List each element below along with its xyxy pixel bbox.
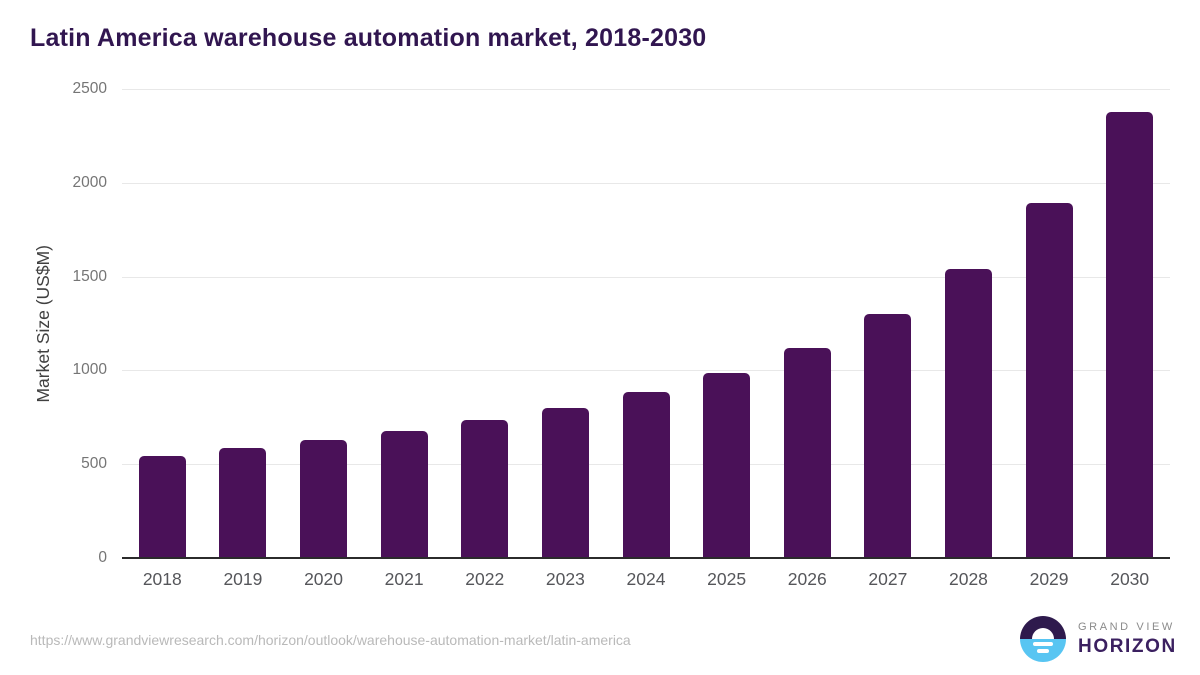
x-tick-label-2018: 2018: [142, 569, 182, 589]
x-tick-label-2026: 2026: [787, 569, 827, 589]
bar-2030: [1106, 111, 1154, 558]
brand-name-bottom: HORIZON: [1078, 635, 1177, 657]
x-tick-label-2030: 2030: [1110, 569, 1150, 589]
y-axis-title-text: Market Size (US$M): [32, 244, 53, 403]
grand-view-horizon-logo: GRAND VIEW HORIZON: [1020, 616, 1177, 662]
bar-2024: [622, 391, 670, 558]
gridline-2000: [122, 182, 1170, 184]
x-tick-label-2027: 2027: [868, 569, 908, 589]
x-tick-label-2028: 2028: [948, 569, 988, 589]
sun-arch-shape: [1032, 628, 1054, 639]
bar-2028: [944, 269, 992, 558]
horizon-sun-icon: [1020, 616, 1066, 662]
x-tick-label-2024: 2024: [626, 569, 666, 589]
y-axis-title: Market Size (US$M): [28, 89, 58, 558]
reflection-line-1: [1033, 642, 1053, 646]
x-tick-label-2020: 2020: [304, 569, 343, 589]
bar-2021: [380, 431, 428, 558]
bar-2018: [138, 455, 186, 558]
y-tick-label-2500: 2500: [72, 80, 107, 97]
x-axis-line: [122, 557, 1170, 559]
bar-2026: [783, 347, 831, 558]
reflection-line-2: [1037, 649, 1049, 653]
bar-2023: [541, 407, 589, 558]
y-tick-label-2000: 2000: [72, 173, 107, 191]
y-tick-label-1500: 1500: [72, 267, 107, 285]
bar-2027: [864, 314, 912, 558]
plot-area: 0 500 1000 1500 2000 2500 2018 2019 2020 2021 202…: [73, 80, 1170, 589]
logo-text: GRAND VIEW HORIZON: [1078, 621, 1177, 658]
chart-title: Latin America warehouse automation marke…: [30, 24, 707, 52]
y-tick-label-0: 0: [98, 549, 107, 566]
x-tick-label-2023: 2023: [545, 569, 585, 589]
y-tick-label-500: 500: [81, 455, 107, 473]
bar-2019: [219, 448, 267, 558]
gridline-1500: [122, 276, 1170, 278]
bar-2020: [300, 440, 348, 558]
x-tick-label-2022: 2022: [465, 569, 505, 589]
bar-2029: [1025, 203, 1073, 558]
bar-2025: [703, 373, 751, 558]
gridline-2500: [122, 89, 1170, 90]
brand-name-top: GRAND VIEW: [1078, 620, 1175, 633]
x-tick-label-2019: 2019: [223, 569, 263, 589]
bar-2022: [461, 420, 509, 558]
y-tick-label-1000: 1000: [72, 361, 107, 379]
x-tick-label-2021: 2021: [384, 569, 424, 589]
x-tick-label-2025: 2025: [707, 569, 747, 589]
x-tick-label-2029: 2029: [1029, 569, 1069, 589]
source-url: https://www.grandviewresearch.com/horizo…: [30, 632, 631, 648]
gridline-1000: [122, 370, 1170, 372]
